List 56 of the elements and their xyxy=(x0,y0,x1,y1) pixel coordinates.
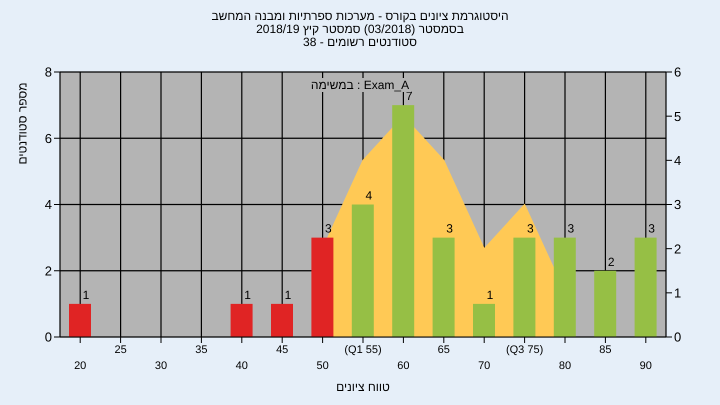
data-label: 3 xyxy=(648,222,656,236)
chart-title: היסטוגרמת ציונים בקורס - מערכות ספרתיות ומבנה המחשב xyxy=(210,9,510,23)
x-tick-label: 40 xyxy=(236,360,248,372)
data-label: 1 xyxy=(244,288,252,302)
x-axis-title: טווח ציונים xyxy=(336,380,390,394)
chart-subtitle: בסמסטר (03/2018) סמסטר קיץ 2018/19 סטודנטים רשומים - 38 xyxy=(255,22,465,49)
bar xyxy=(271,304,293,337)
data-label: 3 xyxy=(567,222,574,236)
bar xyxy=(432,238,455,337)
y2-tick-label: 1 xyxy=(674,285,682,300)
x-tick-label: (Q1 55) xyxy=(344,344,382,356)
data-label: 3 xyxy=(527,222,534,236)
data-label: 3 xyxy=(325,222,332,236)
data-label: 7 xyxy=(406,89,413,104)
x-tick-label: 70 xyxy=(478,360,490,372)
x-tick-label: 60 xyxy=(397,360,410,372)
y2-tick-label: 3 xyxy=(674,197,682,212)
x-tick-label: 35 xyxy=(195,344,208,356)
data-label: 2 xyxy=(608,254,615,269)
x-tick-label: 80 xyxy=(558,360,572,372)
annotation: Exam_A : במשימה xyxy=(308,78,412,92)
x-tick-label: 65 xyxy=(438,344,450,356)
data-label: 1 xyxy=(82,288,90,302)
x-tick-label: 20 xyxy=(74,360,86,372)
bar xyxy=(230,304,253,337)
y-tick-label: 6 xyxy=(44,130,52,146)
bar xyxy=(634,238,657,337)
bar xyxy=(392,105,414,337)
bar xyxy=(513,238,536,337)
data-label: 1 xyxy=(284,288,292,302)
y2-tick-label: 5 xyxy=(674,108,682,124)
x-tick-label: 30 xyxy=(154,360,168,372)
y-tick-label: 2 xyxy=(44,263,52,278)
y-tick-label: 0 xyxy=(44,330,52,345)
bar xyxy=(352,204,374,337)
x-tick-label: 85 xyxy=(599,344,612,356)
y2-tick-label: 0 xyxy=(674,330,682,345)
data-label: 4 xyxy=(365,188,372,202)
x-tick-label: 25 xyxy=(114,344,127,356)
y-tick-label: 8 xyxy=(44,64,52,80)
x-tick-label: 50 xyxy=(316,360,329,372)
y2-tick-label: 4 xyxy=(674,152,682,168)
x-tick-label: 90 xyxy=(640,360,652,372)
y2-tick-label: 6 xyxy=(674,64,682,80)
data-label: 3 xyxy=(446,222,454,236)
data-label: 1 xyxy=(486,288,494,302)
y-tick-label: 4 xyxy=(44,197,52,212)
bar xyxy=(594,270,616,337)
y-axis-title: מספר סטודנטים xyxy=(15,82,30,164)
bar xyxy=(69,304,91,337)
bar xyxy=(473,304,495,337)
x-tick-label: 45 xyxy=(276,344,288,356)
bar xyxy=(554,238,576,337)
bar xyxy=(311,238,334,337)
y2-tick-label: 2 xyxy=(674,241,682,256)
x-tick-label: (Q3 75) xyxy=(506,344,544,356)
